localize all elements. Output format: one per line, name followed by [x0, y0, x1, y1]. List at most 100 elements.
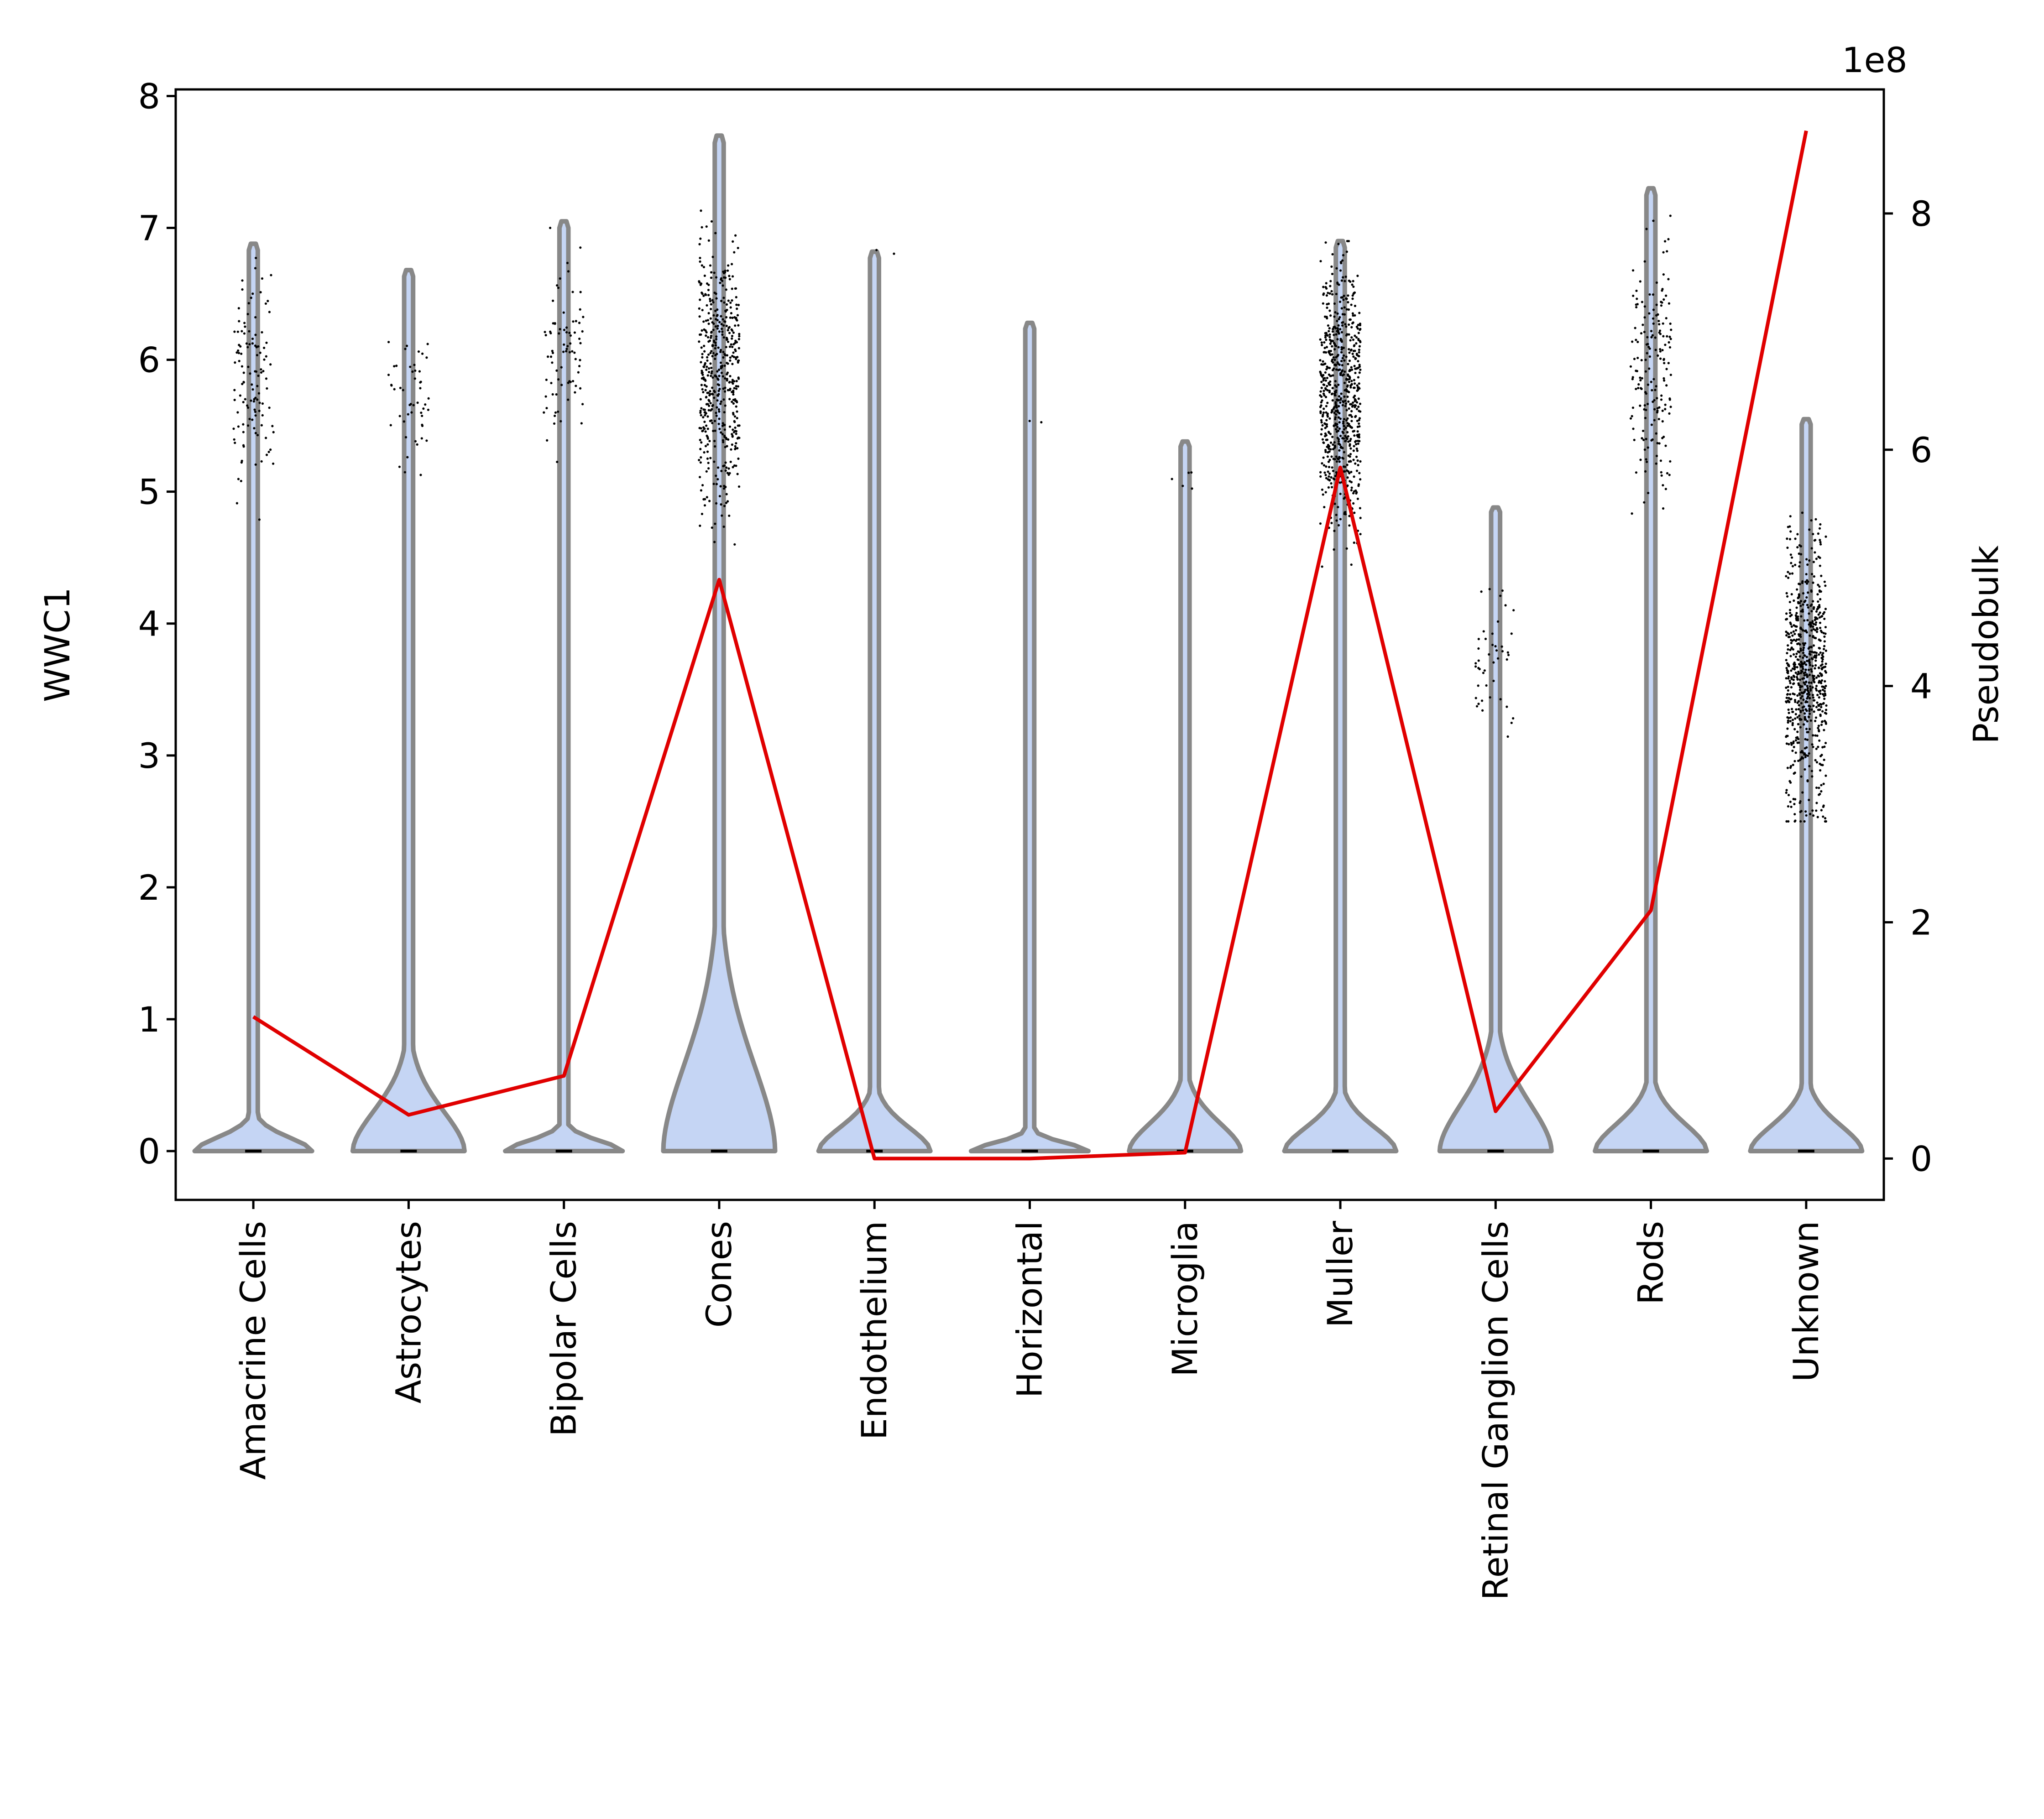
cell-point: [1817, 666, 1820, 669]
cell-point: [1482, 672, 1485, 674]
cell-point: [706, 450, 709, 453]
cell-point: [1324, 432, 1327, 435]
cell-point: [1341, 313, 1344, 316]
cell-point: [1796, 666, 1798, 669]
cell-point: [709, 352, 712, 354]
cell-point: [420, 437, 423, 440]
cell-point: [565, 331, 568, 334]
cell-point: [1323, 377, 1326, 380]
cell-point: [1811, 809, 1814, 812]
cell-point: [1810, 708, 1813, 711]
cell-point: [1813, 606, 1815, 609]
violin-2: [503, 219, 625, 1153]
cell-point: [737, 347, 740, 349]
cell-point: [1792, 763, 1794, 766]
cell-point: [1336, 329, 1339, 332]
cell-point: [1343, 354, 1345, 357]
cell-point: [1324, 474, 1327, 476]
cell-point: [1355, 407, 1359, 411]
cell-point: [731, 435, 734, 438]
cell-point: [1808, 709, 1811, 712]
cell-point: [1824, 665, 1827, 668]
cell-point: [265, 377, 268, 380]
cell-point: [715, 292, 717, 295]
cell-point: [1351, 352, 1354, 355]
left-tick-label: 1: [138, 999, 160, 1040]
cell-point: [1320, 401, 1323, 404]
cell-point: [1817, 727, 1819, 730]
cell-point: [1337, 399, 1339, 401]
cell-point: [1327, 366, 1329, 369]
cell-point: [1787, 708, 1790, 711]
cell-point: [720, 278, 722, 281]
cell-point: [720, 503, 722, 506]
cell-point: [1823, 617, 1826, 620]
cell-point: [551, 361, 554, 364]
cell-point: [1655, 314, 1658, 317]
cell-point: [253, 398, 256, 401]
cell-point: [702, 426, 705, 429]
cell-point: [1799, 697, 1802, 699]
cell-point: [1817, 532, 1819, 535]
cell-point: [235, 351, 238, 354]
cell-point: [1792, 663, 1795, 666]
cell-point: [1325, 368, 1328, 370]
cell-point: [1809, 719, 1812, 722]
cell-point: [1806, 720, 1809, 723]
cell-point: [1669, 374, 1672, 376]
cell-point: [241, 383, 244, 386]
cell-point: [701, 291, 703, 294]
cell-point: [1329, 314, 1332, 317]
cell-point: [1788, 538, 1792, 541]
cell-point: [1647, 446, 1649, 449]
cell-point: [1644, 370, 1647, 373]
cell-point: [1818, 696, 1820, 699]
cell-point: [1786, 652, 1788, 655]
cell-point: [737, 485, 741, 488]
cell-point: [1354, 334, 1356, 337]
cell-point: [1344, 405, 1347, 407]
cell-point: [1812, 699, 1815, 702]
cell-point: [710, 331, 713, 334]
cell-point: [1808, 752, 1810, 755]
cell-point: [732, 393, 735, 396]
cell-point: [1357, 376, 1359, 379]
cell-point: [1820, 784, 1823, 787]
cell-point: [699, 461, 702, 464]
cell-point: [715, 276, 718, 279]
cell-point: [1332, 469, 1335, 472]
cell-point: [1814, 619, 1816, 621]
cell-point: [1354, 371, 1357, 375]
cell-point: [722, 487, 726, 490]
cell-point: [1824, 684, 1827, 688]
cell-point: [1791, 572, 1794, 575]
cell-point: [1319, 394, 1322, 397]
cell-point: [875, 249, 878, 251]
cell-point: [732, 402, 735, 405]
cell-point: [1331, 272, 1334, 276]
cell-point: [711, 299, 714, 302]
cell-point: [706, 282, 709, 285]
cell-point: [1793, 638, 1795, 641]
cell-point: [1477, 684, 1479, 687]
cell-point: [1818, 730, 1820, 733]
cell-point: [710, 334, 713, 337]
cell-point: [1664, 408, 1667, 411]
cell-point: [1325, 419, 1328, 422]
cell-point: [1358, 351, 1360, 354]
cell-point: [705, 385, 708, 388]
cell-point: [1338, 421, 1341, 424]
cell-point: [1357, 442, 1359, 445]
cell-point: [706, 356, 709, 359]
cell-point: [700, 489, 703, 492]
cell-point: [1819, 664, 1822, 667]
violin-1: [350, 268, 467, 1153]
cell-point: [1635, 370, 1637, 372]
cell-point: [1824, 584, 1827, 587]
violin-7: [1282, 239, 1399, 1153]
cell-point: [1324, 491, 1327, 494]
cell-point: [557, 287, 560, 289]
cell-point: [1815, 616, 1818, 619]
cell-point: [1339, 401, 1342, 404]
cell-point: [1358, 355, 1360, 358]
